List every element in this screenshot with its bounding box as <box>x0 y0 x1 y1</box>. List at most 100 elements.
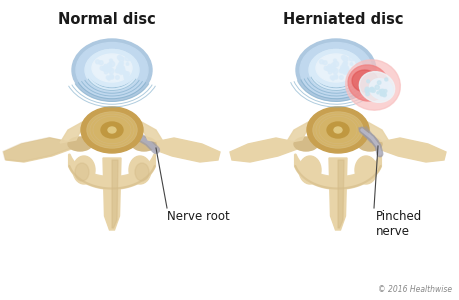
Ellipse shape <box>87 112 137 148</box>
Circle shape <box>332 68 337 74</box>
Ellipse shape <box>73 156 95 184</box>
Circle shape <box>369 88 373 92</box>
Ellipse shape <box>72 39 151 101</box>
Circle shape <box>326 67 330 71</box>
Polygon shape <box>4 138 74 162</box>
Circle shape <box>347 76 352 81</box>
Text: © 2016 Healthwise: © 2016 Healthwise <box>377 285 451 294</box>
Circle shape <box>121 57 123 60</box>
Ellipse shape <box>293 137 317 151</box>
Circle shape <box>371 89 375 92</box>
Ellipse shape <box>75 163 89 181</box>
Circle shape <box>344 57 347 60</box>
Circle shape <box>376 92 378 94</box>
Circle shape <box>383 89 386 93</box>
Circle shape <box>334 76 337 79</box>
Circle shape <box>374 85 379 89</box>
Circle shape <box>380 89 384 93</box>
Polygon shape <box>103 158 121 230</box>
Circle shape <box>109 61 114 67</box>
Ellipse shape <box>132 137 156 151</box>
Circle shape <box>344 62 347 65</box>
Circle shape <box>326 66 331 71</box>
Ellipse shape <box>81 107 143 153</box>
Circle shape <box>340 65 345 70</box>
Circle shape <box>381 92 384 96</box>
Ellipse shape <box>92 54 132 82</box>
Ellipse shape <box>134 163 149 181</box>
Circle shape <box>107 78 110 80</box>
Ellipse shape <box>76 43 148 98</box>
Circle shape <box>366 80 369 83</box>
Circle shape <box>342 62 346 66</box>
Ellipse shape <box>299 43 371 98</box>
Circle shape <box>331 78 334 80</box>
Circle shape <box>364 87 369 92</box>
Circle shape <box>378 89 381 92</box>
Circle shape <box>333 59 336 62</box>
Circle shape <box>319 60 323 64</box>
Circle shape <box>384 78 387 81</box>
Ellipse shape <box>298 156 320 184</box>
Circle shape <box>346 71 350 75</box>
Circle shape <box>349 63 352 65</box>
Circle shape <box>348 56 354 61</box>
Circle shape <box>117 55 122 60</box>
Ellipse shape <box>101 122 123 138</box>
Circle shape <box>117 67 122 73</box>
Ellipse shape <box>310 50 360 86</box>
Circle shape <box>107 63 112 67</box>
Circle shape <box>327 64 330 68</box>
Ellipse shape <box>369 79 392 99</box>
Circle shape <box>347 72 351 76</box>
Polygon shape <box>230 138 299 162</box>
Circle shape <box>109 74 113 78</box>
Polygon shape <box>337 160 343 228</box>
Circle shape <box>344 67 348 72</box>
Circle shape <box>330 76 333 79</box>
Circle shape <box>342 57 347 62</box>
Circle shape <box>120 62 123 65</box>
Ellipse shape <box>357 137 381 151</box>
Circle shape <box>323 61 326 65</box>
Circle shape <box>328 71 331 74</box>
Circle shape <box>110 76 113 79</box>
Circle shape <box>380 92 383 96</box>
Ellipse shape <box>345 60 399 110</box>
Ellipse shape <box>108 127 116 133</box>
Circle shape <box>115 69 119 73</box>
Text: Normal disc: Normal disc <box>58 12 156 27</box>
Circle shape <box>347 74 351 78</box>
Ellipse shape <box>333 127 341 133</box>
Circle shape <box>365 92 369 96</box>
Circle shape <box>119 57 123 62</box>
Circle shape <box>343 65 347 70</box>
Ellipse shape <box>354 156 376 184</box>
Ellipse shape <box>80 46 143 94</box>
Circle shape <box>102 67 106 71</box>
Circle shape <box>333 61 338 67</box>
Circle shape <box>382 93 386 97</box>
Polygon shape <box>328 158 346 230</box>
Circle shape <box>118 62 122 66</box>
Circle shape <box>117 65 121 70</box>
Circle shape <box>339 76 342 79</box>
Circle shape <box>115 76 119 79</box>
Circle shape <box>120 67 125 72</box>
Ellipse shape <box>306 107 368 153</box>
Circle shape <box>339 69 342 73</box>
Circle shape <box>125 72 129 76</box>
Polygon shape <box>3 137 73 161</box>
Circle shape <box>118 70 123 74</box>
Polygon shape <box>285 120 311 143</box>
Circle shape <box>123 71 127 75</box>
Circle shape <box>109 59 112 62</box>
Circle shape <box>324 66 327 70</box>
Circle shape <box>348 72 353 76</box>
Ellipse shape <box>304 46 367 94</box>
Circle shape <box>103 66 108 71</box>
Circle shape <box>125 56 130 61</box>
Ellipse shape <box>85 50 139 91</box>
Ellipse shape <box>351 70 377 92</box>
Text: Nerve root: Nerve root <box>167 210 229 223</box>
